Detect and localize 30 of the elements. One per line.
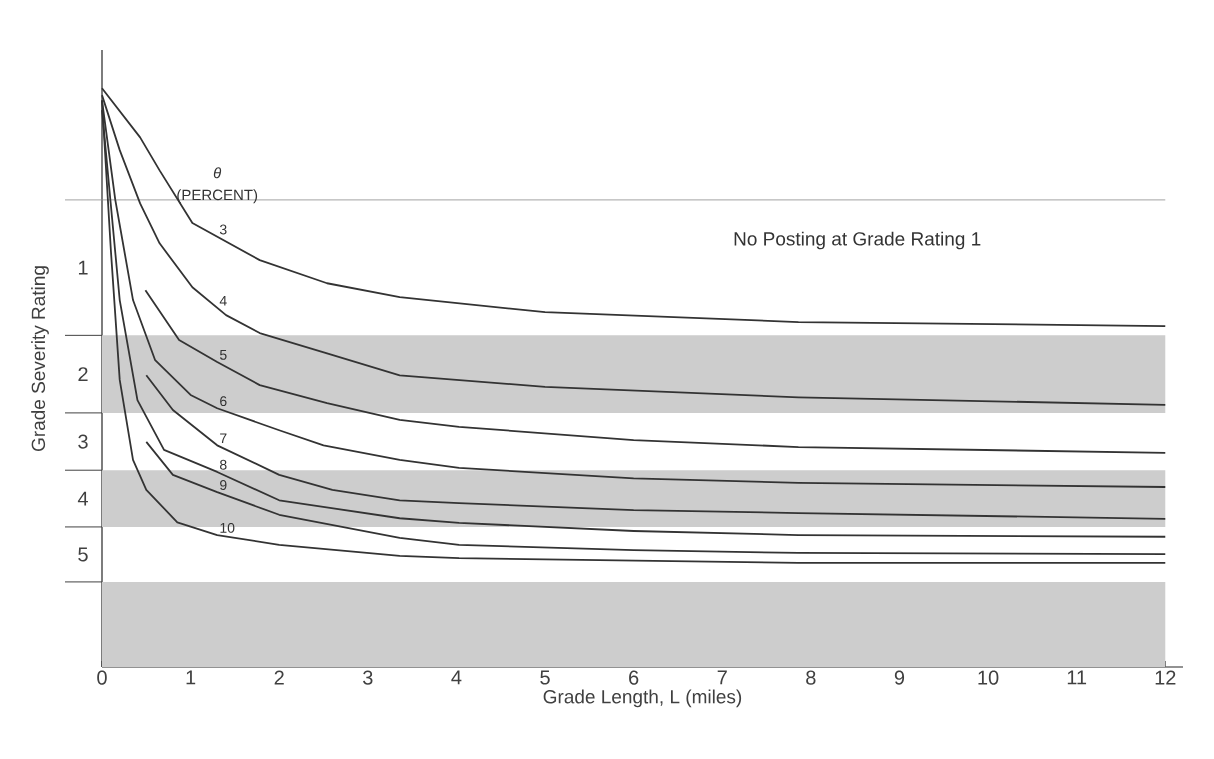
x-tick-label: 4 xyxy=(451,670,462,685)
series-label: 10 xyxy=(220,522,235,533)
series-label: 6 xyxy=(220,396,227,407)
x-tick-label: 8 xyxy=(806,670,816,685)
x-tick-label: 6 xyxy=(629,670,639,685)
x-tick-label: 7 xyxy=(717,670,727,685)
series-label: 4 xyxy=(219,295,227,306)
series-label: 5 xyxy=(219,350,227,360)
series-label: 9 xyxy=(220,480,227,491)
x-tick-label: 1 xyxy=(186,670,196,685)
x-tick-label: 2 xyxy=(274,670,284,685)
text: 3 xyxy=(78,434,88,449)
x-tick-label: 3 xyxy=(363,670,373,685)
text: 4 xyxy=(77,491,88,506)
text: 1 xyxy=(78,260,88,275)
x-axis-title: Grade Length, L (miles) xyxy=(543,689,742,708)
text: 5 xyxy=(78,547,88,562)
x-tick-label: 5 xyxy=(540,670,550,685)
legend-title: θ (PERCENT) xyxy=(177,167,258,204)
x-tick-label: 11 xyxy=(1067,670,1087,685)
text: 2 xyxy=(78,367,88,382)
series-label: 8 xyxy=(220,459,227,470)
x-tick-label: 0 xyxy=(97,670,107,685)
series-label: 7 xyxy=(220,433,227,444)
x-tick-label: 10 xyxy=(978,670,999,685)
y-axis-title: Grade Severity Rating xyxy=(31,266,49,451)
x-tick-label: 12 xyxy=(1155,670,1176,685)
x-tick-label: 9 xyxy=(894,670,905,685)
ref-line-label: No Posting at Grade Rating 1 xyxy=(734,231,981,250)
series-label: 3 xyxy=(219,224,227,235)
